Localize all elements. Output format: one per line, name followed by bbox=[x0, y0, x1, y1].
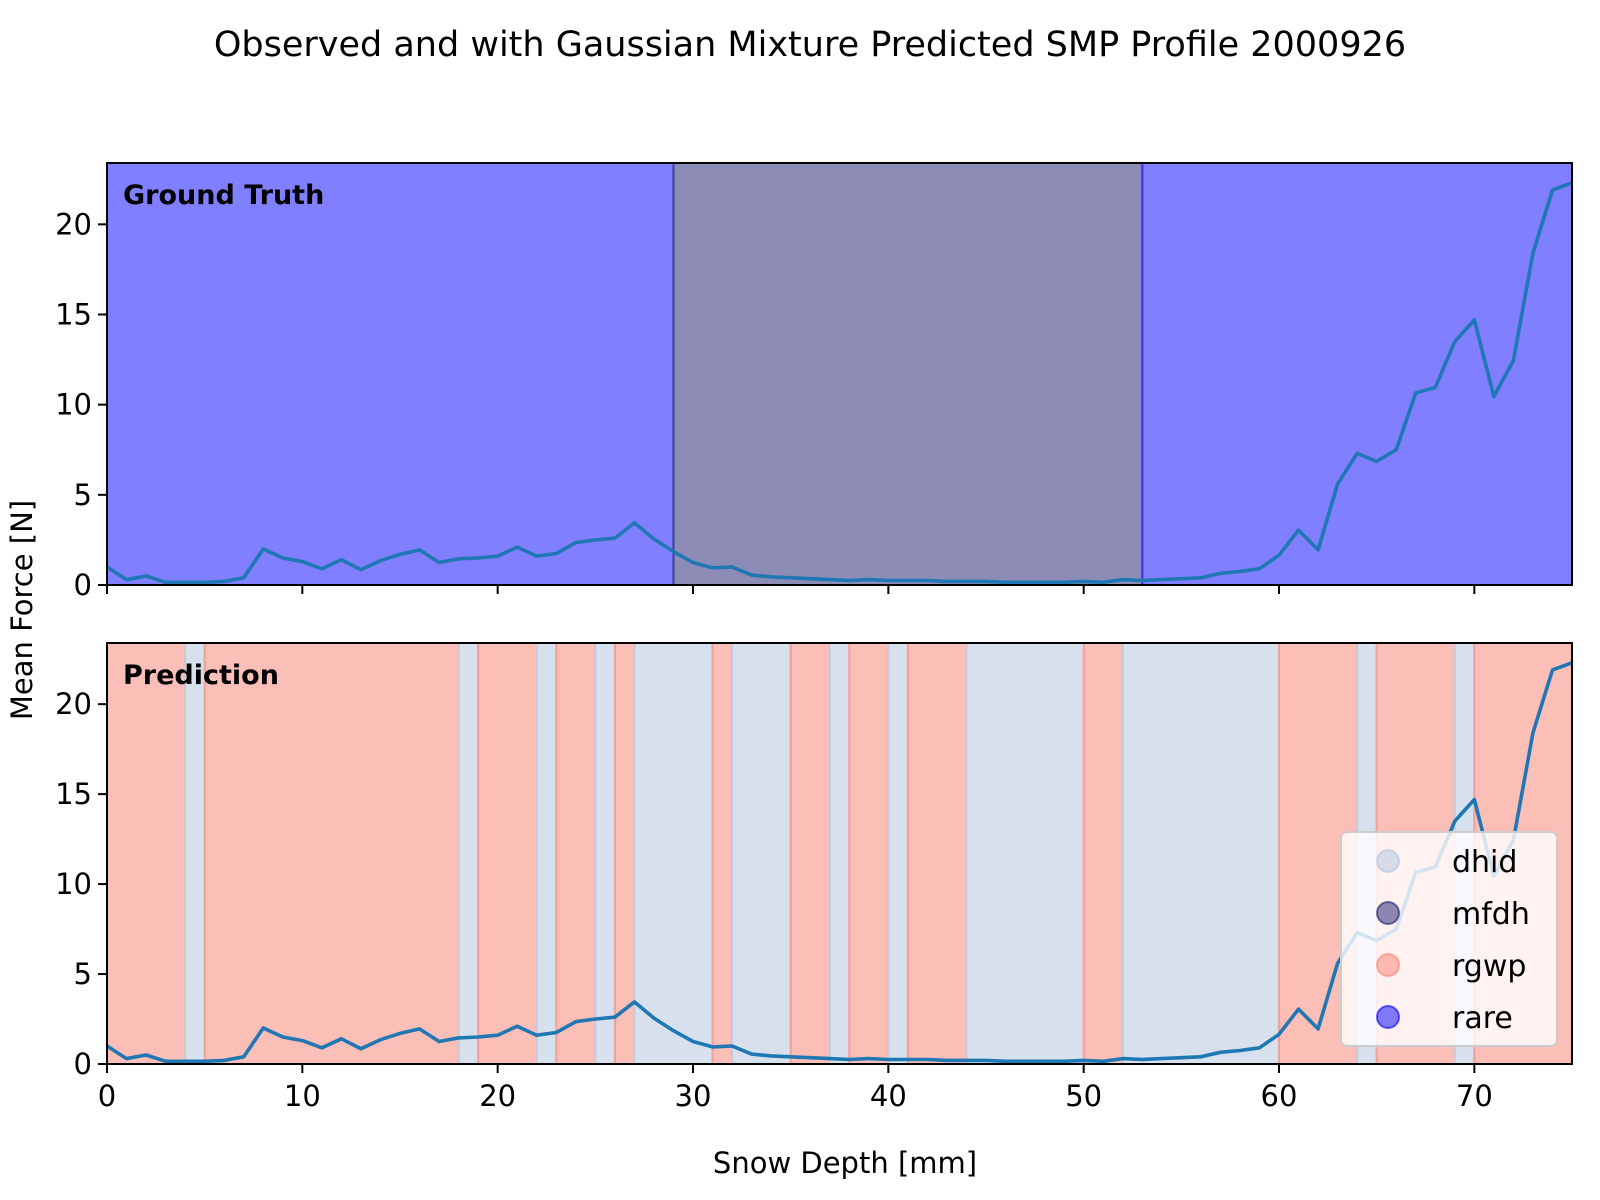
segment-rgwp bbox=[556, 643, 596, 1064]
figure-title: Observed and with Gaussian Mixture Predi… bbox=[214, 25, 1406, 65]
segment-dhid bbox=[185, 643, 205, 1064]
axes-frame bbox=[106, 162, 1573, 586]
x-tick-label: 10 bbox=[284, 1079, 321, 1113]
legend-label-mfdh: mfdh bbox=[1452, 897, 1530, 932]
segment-rgwp bbox=[849, 643, 889, 1064]
legend-box bbox=[1340, 831, 1558, 1047]
y-tick-label: 5 bbox=[74, 478, 92, 512]
legend-marker-rare bbox=[1376, 1005, 1400, 1029]
legend-label-dhid: dhid bbox=[1452, 845, 1517, 880]
x-tick-label: 20 bbox=[479, 1079, 516, 1113]
series-line bbox=[107, 181, 1572, 585]
x-tick-label: 30 bbox=[675, 1079, 712, 1113]
series-line bbox=[107, 661, 1572, 1064]
segment-rgwp bbox=[1083, 643, 1123, 1064]
y-axis-label: Mean Force [N] bbox=[5, 500, 39, 720]
segment-dhid bbox=[966, 643, 1084, 1064]
legend-marker-mfdh bbox=[1376, 901, 1400, 925]
y-tick-label: 10 bbox=[55, 867, 92, 901]
x-tick-label: 40 bbox=[870, 1079, 907, 1113]
x-tick-label: 50 bbox=[1065, 1079, 1102, 1113]
y-tick-label: 0 bbox=[74, 1047, 92, 1081]
segment-dhid bbox=[458, 643, 479, 1064]
panel-label: Prediction bbox=[123, 660, 279, 691]
segment-dhid bbox=[536, 643, 557, 1064]
x-tick-label: 60 bbox=[1261, 1079, 1298, 1113]
segment-dhid bbox=[888, 643, 908, 1064]
y-tick-label: 0 bbox=[74, 568, 92, 602]
segment-rgwp bbox=[614, 643, 635, 1064]
y-tick-label: 20 bbox=[55, 687, 92, 721]
segment-dhid bbox=[634, 643, 713, 1064]
y-tick-label: 20 bbox=[55, 207, 92, 241]
y-tick-label: 10 bbox=[55, 388, 92, 422]
legend-label-rgwp: rgwp bbox=[1452, 949, 1526, 984]
segment-dhid bbox=[732, 643, 791, 1064]
panel-prediction: Prediction 0 5 10 15 20 0 10 20 30 40 50 60 70 bbox=[55, 642, 1573, 1113]
segment-rgwp bbox=[907, 643, 967, 1064]
legend-marker-rgwp bbox=[1376, 953, 1400, 977]
y-tick-label: 5 bbox=[74, 957, 92, 991]
segment-dhid bbox=[1122, 643, 1279, 1064]
x-tick-label: 70 bbox=[1456, 1079, 1493, 1113]
legend-marker-dhid bbox=[1376, 849, 1400, 873]
segment-rgwp bbox=[478, 643, 537, 1064]
panel-ground-truth: Ground Truth 0 5 10 15 20 bbox=[55, 162, 1573, 602]
axes-frame bbox=[106, 642, 1573, 1065]
segment-rgwp bbox=[107, 643, 186, 1064]
plot-layer: Ground Truth 0 5 10 15 20 Prediction 0 5 10 15 20 0 1… bbox=[55, 162, 1573, 1113]
y-tick-label: 15 bbox=[55, 297, 92, 331]
x-axis-label: Snow Depth [mm] bbox=[713, 1146, 977, 1180]
segment-rgwp bbox=[790, 643, 830, 1064]
legend: dhid mfdh rgwp rare bbox=[1340, 831, 1558, 1047]
segment-rgwp bbox=[204, 643, 459, 1064]
segment-mfdh bbox=[673, 163, 1143, 585]
segment-rare bbox=[1142, 163, 1572, 585]
segment-rare bbox=[107, 163, 674, 585]
x-tick-label: 0 bbox=[98, 1079, 116, 1113]
segment-dhid bbox=[829, 643, 850, 1064]
panel-label: Ground Truth bbox=[123, 180, 324, 211]
segment-rgwp bbox=[712, 643, 733, 1064]
y-tick-label: 15 bbox=[55, 777, 92, 811]
legend-label-rare: rare bbox=[1452, 1001, 1513, 1036]
segment-dhid bbox=[595, 643, 615, 1064]
